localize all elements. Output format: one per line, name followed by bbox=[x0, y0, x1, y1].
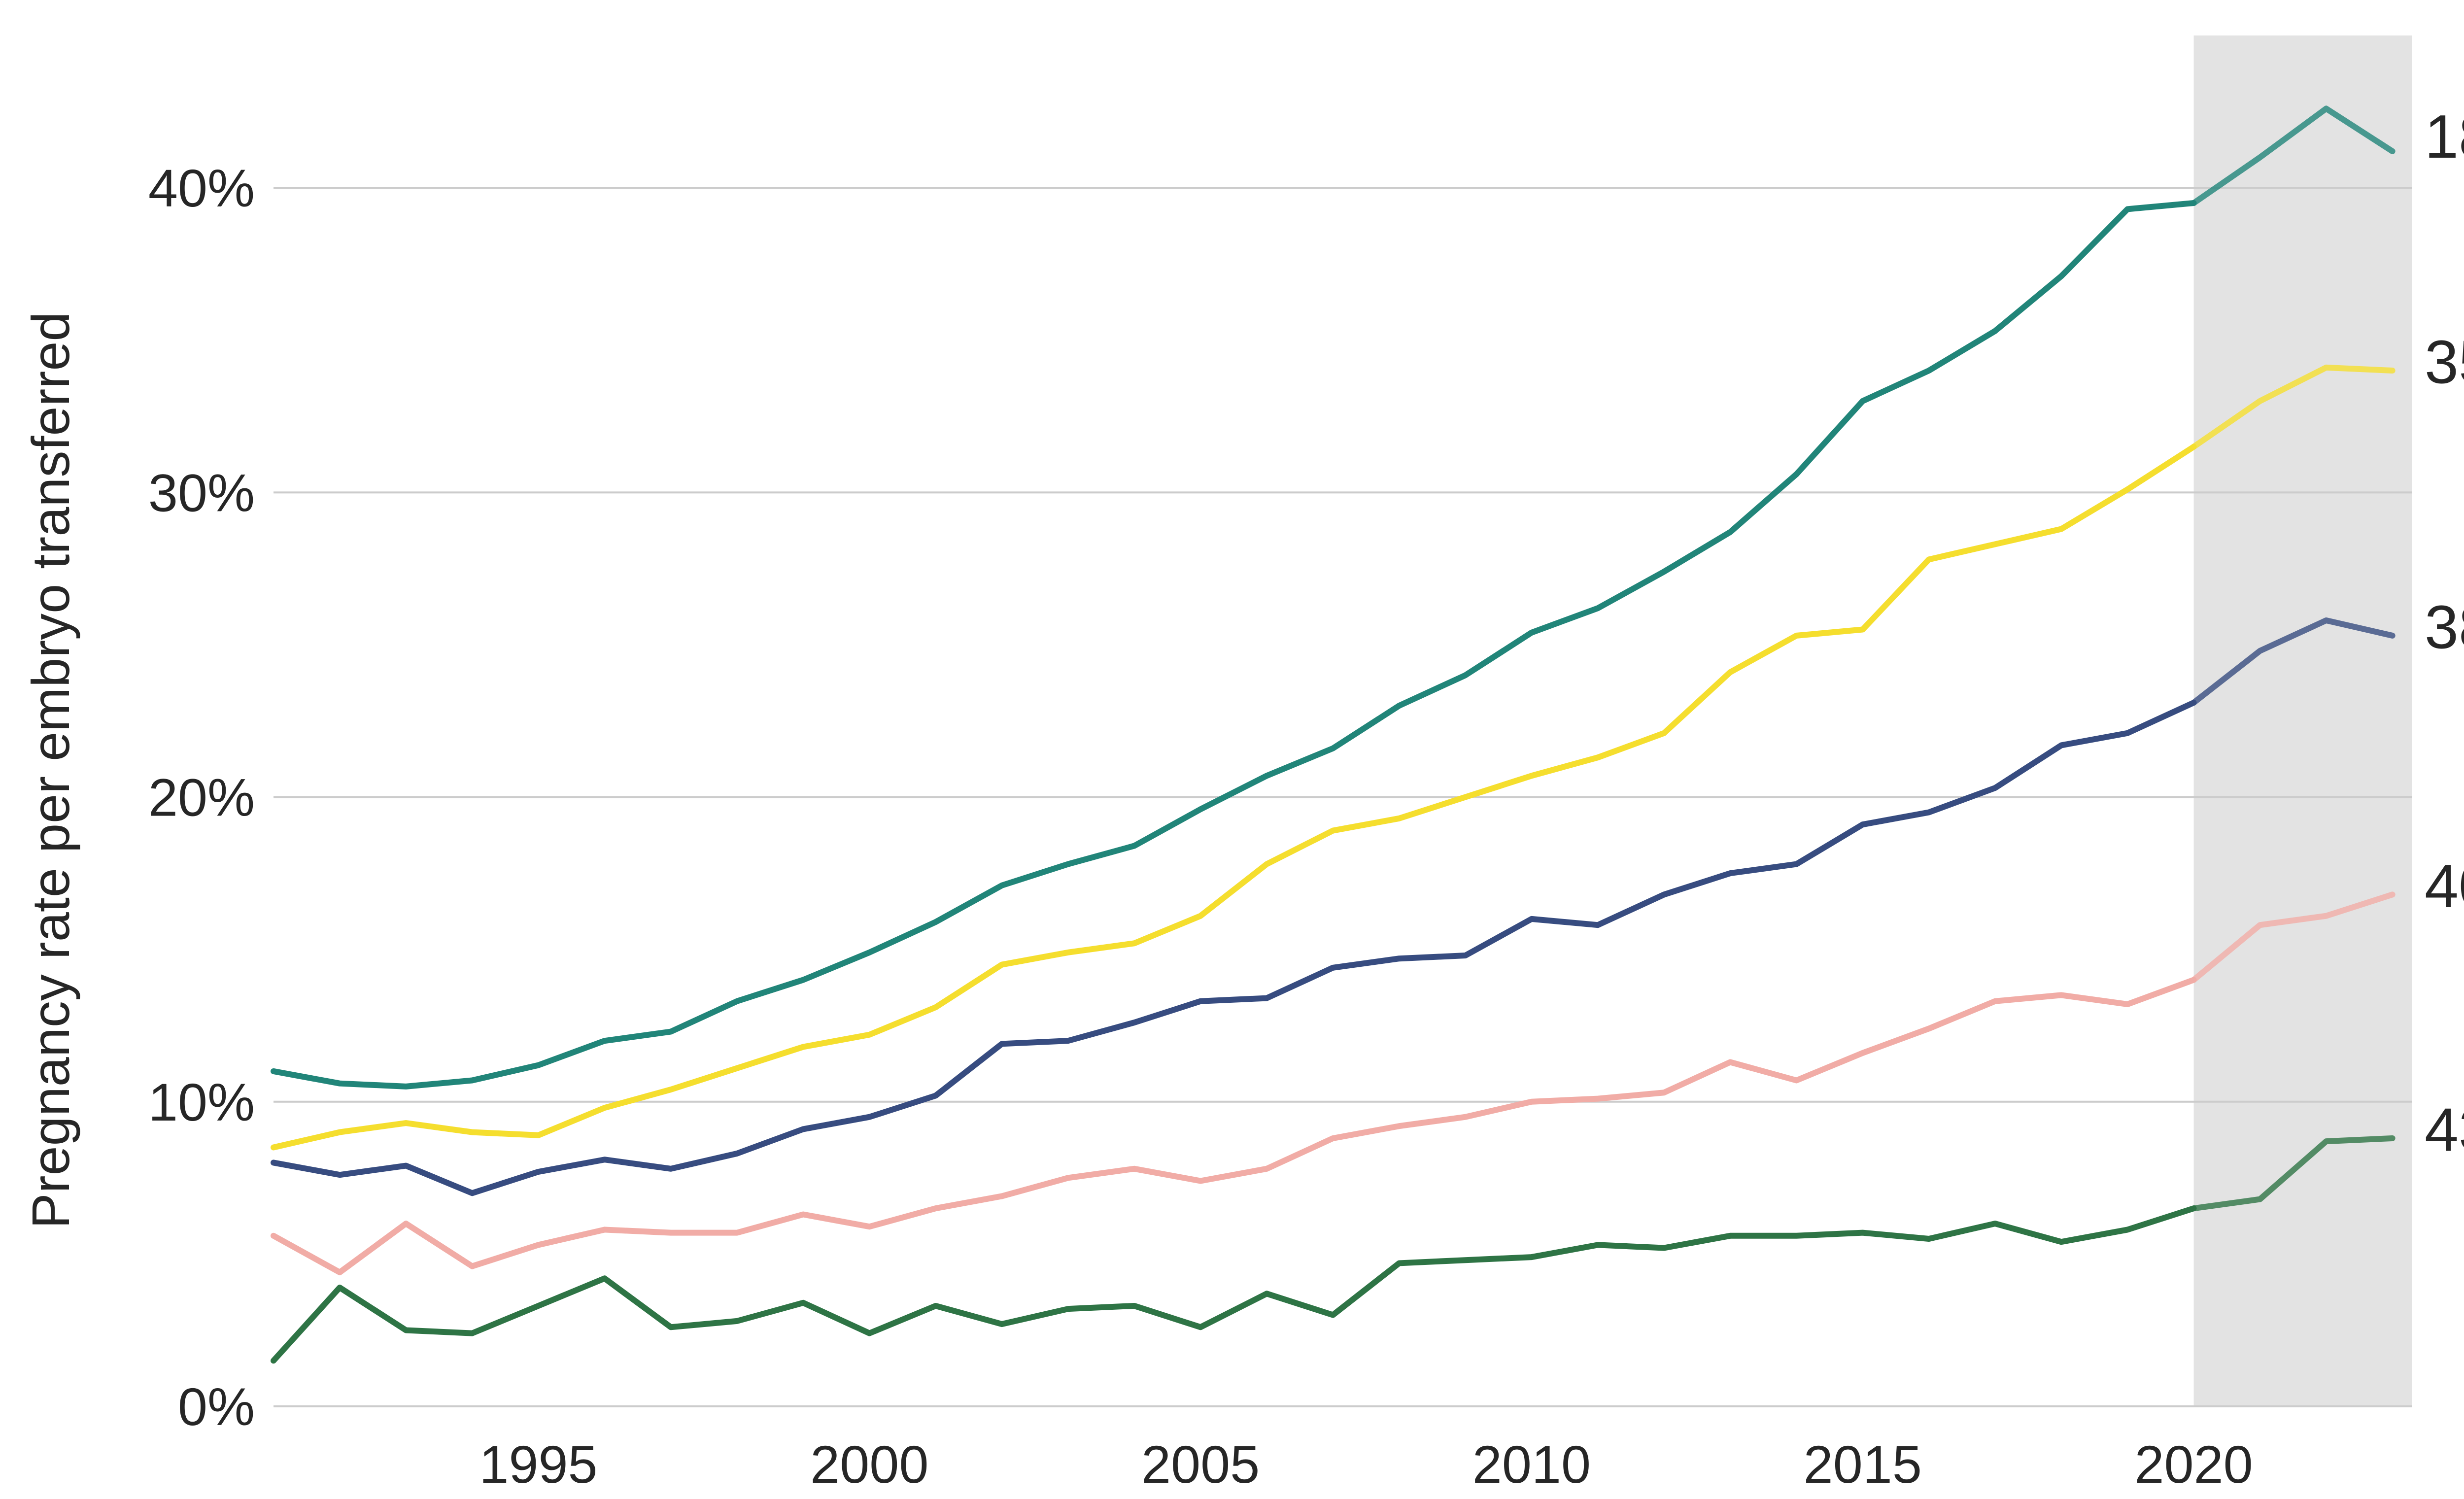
series-line-43-44 bbox=[271, 1205, 2197, 1364]
x-tick-label: 2020 bbox=[2134, 1434, 2253, 1494]
series-line-40-42-recent bbox=[2190, 891, 2396, 983]
series-line-38-39 bbox=[271, 699, 2197, 1196]
series-label-43-44: 43-44 bbox=[2425, 1096, 2464, 1164]
series-label-35-37: 35-37 bbox=[2425, 328, 2464, 396]
series-line-35-37 bbox=[271, 443, 2197, 1151]
x-tick-label: 2000 bbox=[810, 1434, 928, 1494]
y-tick-label: 20% bbox=[148, 768, 255, 827]
y-tick-label: 0% bbox=[178, 1377, 255, 1436]
series-line-40-42 bbox=[271, 977, 2197, 1275]
series-label-18-34: 18-34 bbox=[2425, 103, 2464, 171]
series-line-43-44-recent bbox=[2190, 1135, 2396, 1212]
x-tick-label: 1995 bbox=[479, 1434, 597, 1494]
x-tick-label: 2010 bbox=[1472, 1434, 1591, 1494]
series-label-38-39: 38-39 bbox=[2425, 593, 2464, 661]
series-lines bbox=[271, 105, 2396, 1364]
y-axis-ticks: 0% 10% 20% 30% 40% bbox=[148, 158, 255, 1436]
series-line-18-34-recent bbox=[2190, 105, 2396, 206]
gridlines bbox=[274, 187, 2412, 1407]
y-axis-title: Pregnancy rate per embryo transferred bbox=[21, 312, 80, 1229]
y-tick-label: 10% bbox=[148, 1072, 255, 1132]
series-label-40-42: 40-42 bbox=[2425, 852, 2464, 920]
x-tick-label: 2005 bbox=[1141, 1434, 1260, 1494]
x-axis-ticks: 1995 2000 2005 2010 2015 2020 bbox=[479, 1434, 2253, 1494]
series-line-18-34 bbox=[271, 200, 2197, 1090]
y-tick-label: 30% bbox=[148, 463, 255, 522]
series-line-35-37-recent bbox=[2190, 364, 2396, 450]
y-tick-label: 40% bbox=[148, 158, 255, 218]
series-labels: 18-34 35-37 38-39 40-42 43-44 bbox=[2425, 103, 2464, 1164]
series-line-38-39-recent bbox=[2190, 617, 2396, 706]
x-tick-label: 2015 bbox=[1804, 1434, 1922, 1494]
highlight-region bbox=[2193, 35, 2412, 1406]
